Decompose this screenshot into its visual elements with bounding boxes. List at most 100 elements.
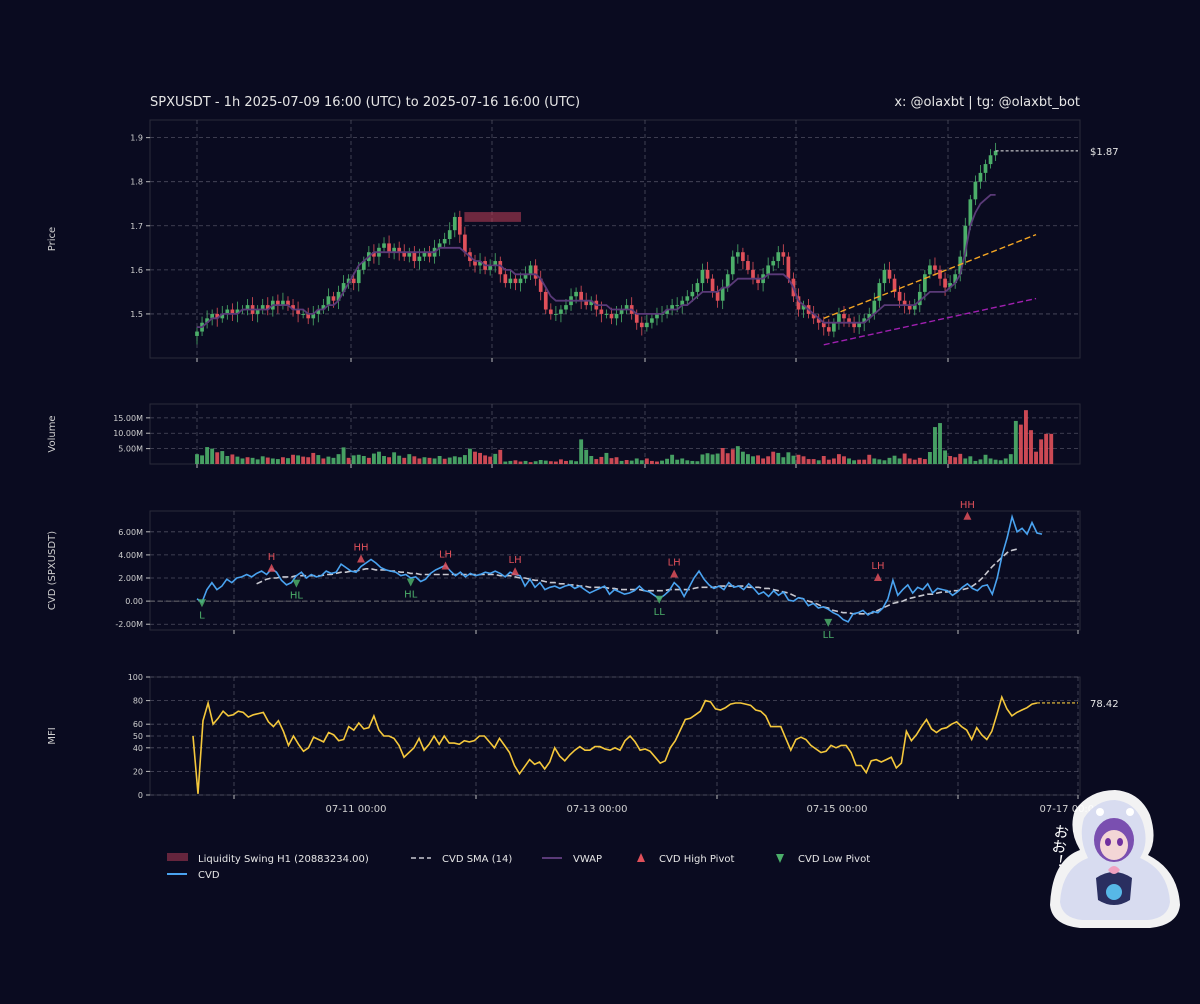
volume-bar bbox=[943, 450, 948, 464]
candle-body bbox=[751, 269, 755, 279]
volume-bar bbox=[730, 449, 735, 464]
volume-bar bbox=[862, 459, 867, 464]
candle-body bbox=[938, 269, 942, 279]
mfi-last-label: 78.42 bbox=[1090, 699, 1119, 710]
volume-bar bbox=[442, 458, 447, 464]
volume-bar bbox=[503, 461, 508, 464]
volume-bar bbox=[821, 456, 826, 464]
cvd-sma-line bbox=[256, 548, 1018, 615]
candle-body bbox=[478, 261, 482, 266]
candle-body bbox=[837, 313, 841, 323]
candle-body bbox=[695, 283, 700, 292]
cvd-high-pivot-marker bbox=[357, 554, 366, 563]
cvd-pivot-label: LH bbox=[871, 561, 884, 572]
volume-bar bbox=[735, 446, 740, 464]
y-tick-label: 4.00M bbox=[118, 551, 143, 560]
volume-bar bbox=[478, 452, 482, 464]
y-tick-label: 1.9 bbox=[130, 134, 143, 143]
volume-bar bbox=[280, 457, 285, 464]
volume-bar bbox=[230, 454, 235, 464]
y-tick-label: 5.00M bbox=[118, 445, 143, 454]
y-tick-label: 1.7 bbox=[130, 222, 143, 231]
candle-body bbox=[953, 274, 958, 284]
volume-bar bbox=[483, 455, 488, 464]
candle-body bbox=[852, 322, 856, 328]
legend-label: Liquidity Swing H1 (20883234.00) bbox=[198, 854, 369, 865]
legend-item: CVD bbox=[167, 870, 220, 881]
volume-bar bbox=[599, 456, 604, 464]
volume-bar bbox=[725, 453, 730, 464]
volume-bar bbox=[1049, 433, 1054, 464]
volume-bar bbox=[917, 457, 922, 464]
candle-body bbox=[205, 318, 209, 323]
candle-body bbox=[680, 300, 685, 306]
mfi-line bbox=[192, 694, 1038, 794]
cvd-high-pivot-marker bbox=[441, 561, 450, 570]
volume-bar bbox=[195, 454, 199, 464]
volume-bar bbox=[286, 458, 290, 464]
candle-body bbox=[968, 199, 973, 226]
candle-body bbox=[887, 269, 892, 279]
y-tick-label: 15.00M bbox=[113, 414, 143, 423]
volume-bar bbox=[660, 460, 664, 464]
candle-body bbox=[892, 278, 897, 292]
candle-body bbox=[488, 265, 493, 270]
volume-bar bbox=[933, 427, 937, 464]
candle-body bbox=[548, 309, 553, 314]
candle-body bbox=[862, 318, 867, 323]
candle-body bbox=[554, 313, 558, 315]
y-tick-label: 40 bbox=[133, 744, 143, 753]
candle-body bbox=[847, 318, 851, 323]
candle-body bbox=[225, 309, 230, 314]
volume-bar bbox=[306, 457, 311, 464]
candle-body bbox=[473, 261, 477, 266]
legend-swatch bbox=[637, 853, 645, 862]
candle-body bbox=[988, 155, 993, 165]
cvd-pivot-label: HH bbox=[960, 500, 975, 511]
volume-bar bbox=[887, 457, 892, 464]
candle-body bbox=[265, 305, 270, 310]
volume-bar bbox=[705, 453, 710, 464]
candle-body bbox=[665, 309, 669, 314]
volume-bar bbox=[371, 453, 376, 464]
cvd-pivot-label: HL bbox=[290, 591, 304, 602]
candle-body bbox=[260, 305, 265, 310]
candle-body bbox=[609, 313, 614, 319]
candle-body bbox=[356, 269, 361, 284]
candle-body bbox=[639, 322, 644, 328]
volume-bar bbox=[897, 458, 902, 464]
y-tick-label: 60 bbox=[133, 720, 143, 729]
candle-body bbox=[948, 283, 952, 288]
candle-body bbox=[624, 305, 629, 310]
volume-bar bbox=[311, 452, 316, 464]
candle-body bbox=[296, 309, 300, 314]
volume-bar bbox=[533, 461, 538, 464]
volume-bar bbox=[210, 448, 215, 464]
cvd-high-pivot-marker bbox=[873, 573, 882, 582]
candle-body bbox=[816, 318, 821, 323]
volume-bar bbox=[948, 456, 953, 464]
candle-body bbox=[316, 309, 321, 314]
volume-bar bbox=[816, 460, 821, 464]
volume-bar bbox=[751, 456, 755, 464]
legend-label: CVD SMA (14) bbox=[442, 854, 512, 865]
volume-bar bbox=[670, 454, 675, 464]
y-tick-label: 20 bbox=[133, 767, 143, 776]
candle-body bbox=[579, 291, 583, 301]
x-tick-label: 07-13 00:00 bbox=[566, 804, 627, 815]
volume-bar bbox=[553, 461, 558, 464]
volume-bar bbox=[265, 457, 270, 464]
volume-bar bbox=[831, 458, 836, 464]
volume-bar bbox=[806, 459, 811, 464]
panel-frame bbox=[149, 403, 1081, 465]
candle-body bbox=[826, 327, 831, 332]
candle-body bbox=[538, 278, 543, 292]
volume-bar bbox=[437, 456, 442, 464]
candle-body bbox=[523, 274, 528, 279]
candle-body bbox=[700, 269, 705, 284]
candle-body bbox=[786, 256, 791, 279]
volume-bar bbox=[422, 457, 427, 464]
candle-body bbox=[756, 278, 760, 284]
volume-bar bbox=[331, 457, 336, 464]
